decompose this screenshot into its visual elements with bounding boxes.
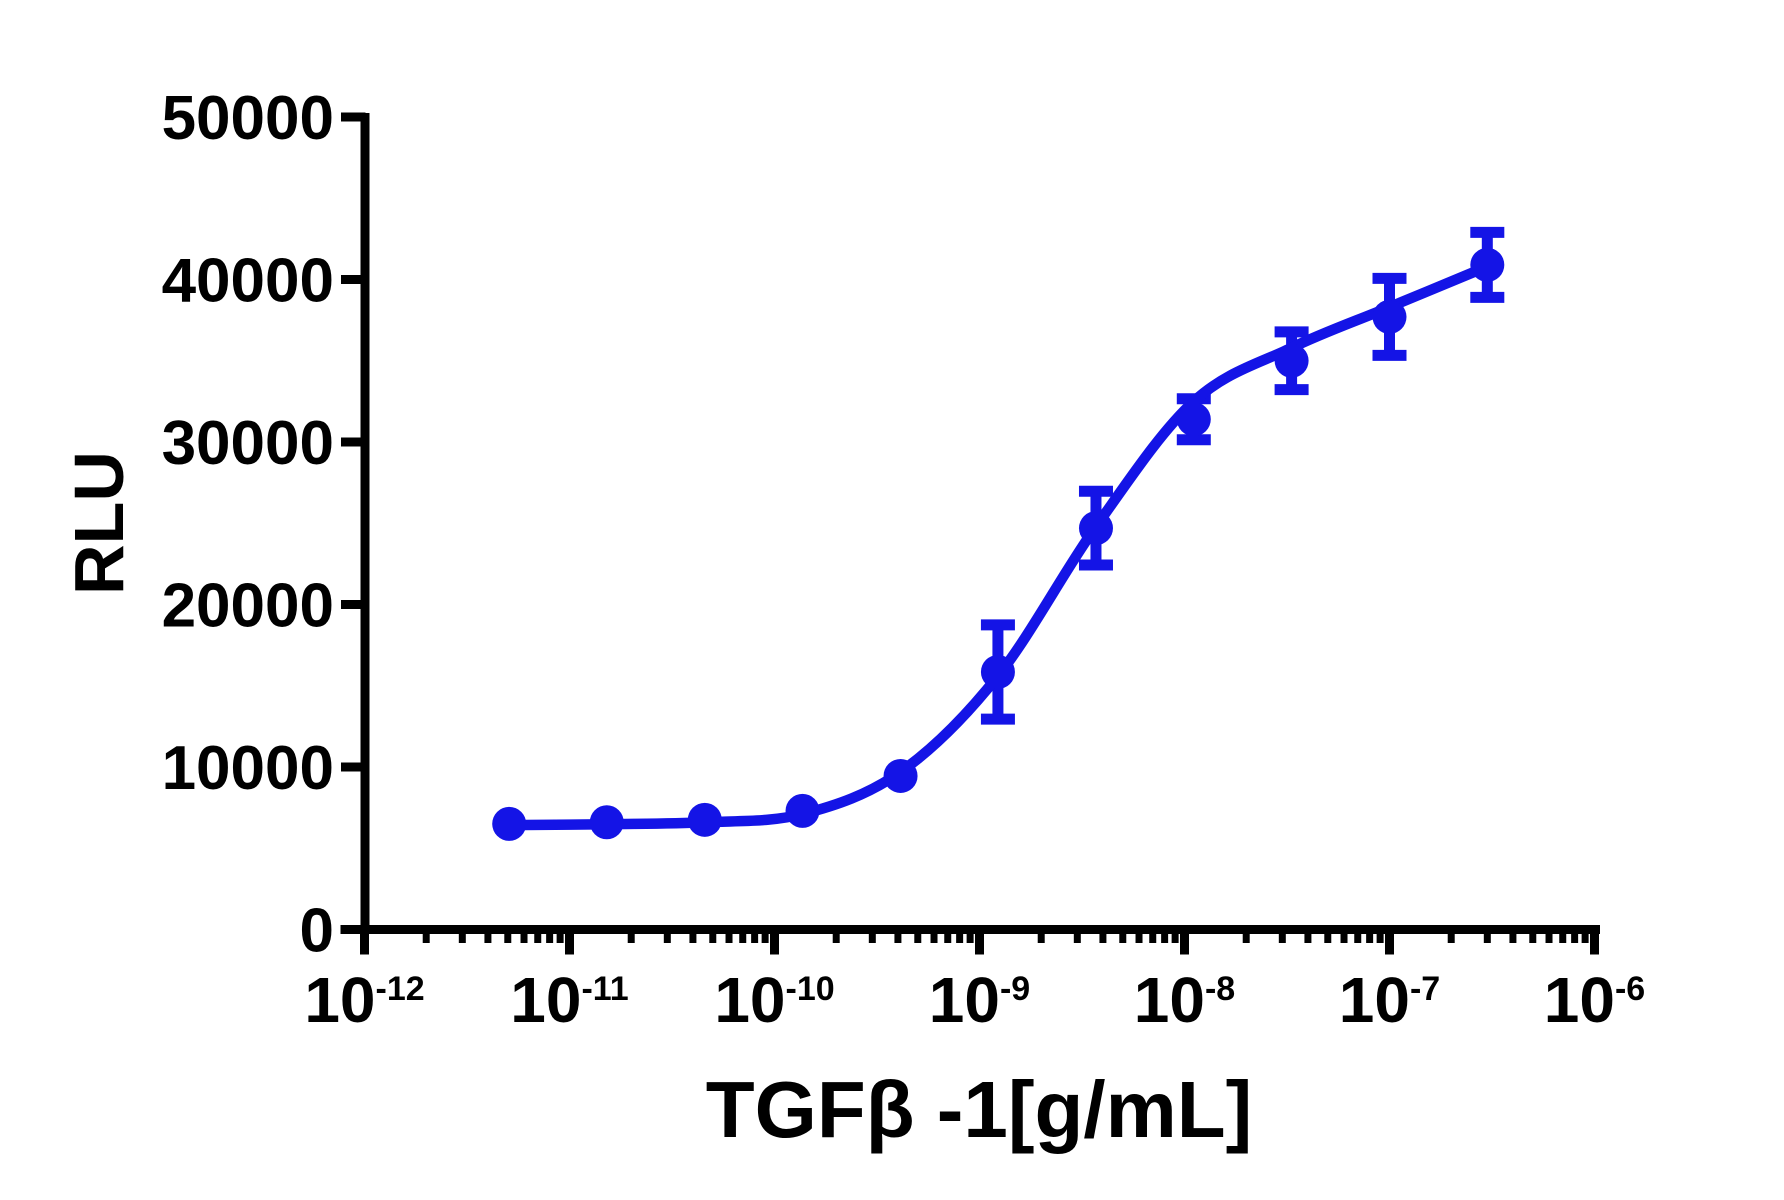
x-tick-label: 10-7	[1339, 964, 1440, 1036]
data-point-marker	[1470, 247, 1505, 282]
y-tick-label: 50000	[162, 84, 334, 153]
x-axis-title: TGFβ -1[g/mL]	[706, 1065, 1253, 1154]
x-tick-label: 10-6	[1544, 964, 1645, 1036]
y-tick-label: 40000	[162, 247, 334, 316]
data-point-marker	[589, 805, 624, 840]
data-point-marker	[687, 802, 722, 837]
x-axis: 10-12 10-11 10-10 10-9 10-8 10-7 10-6	[304, 925, 1645, 1036]
data-points	[492, 247, 1505, 841]
y-tick-label: 20000	[162, 572, 334, 641]
data-point-marker	[1176, 402, 1211, 437]
data-point-marker	[883, 758, 918, 793]
y-tick-label: 30000	[162, 409, 334, 478]
data-point-marker	[785, 793, 820, 828]
data-point-marker	[1274, 343, 1309, 378]
data-point-marker	[492, 806, 527, 841]
x-tick-label: 10-11	[510, 964, 628, 1036]
data-point-marker	[1372, 299, 1407, 334]
x-tick-label: 10-9	[929, 964, 1030, 1036]
y-tick-label: 0	[300, 897, 334, 966]
error-bars	[980, 226, 1505, 725]
y-axis: 0 10000 20000 30000 40000 50000	[162, 84, 370, 966]
fit-curve	[503, 261, 1493, 831]
data-point-marker	[1078, 511, 1113, 546]
data-point-marker	[980, 654, 1015, 689]
y-tick-label: 10000	[162, 734, 334, 803]
fit-curve-path	[503, 261, 1493, 831]
y-axis-title: RLU	[60, 451, 138, 595]
x-tick-label: 10-12	[304, 964, 424, 1036]
x-tick-label: 10-8	[1134, 964, 1235, 1036]
x-tick-label: 10-10	[714, 964, 834, 1036]
